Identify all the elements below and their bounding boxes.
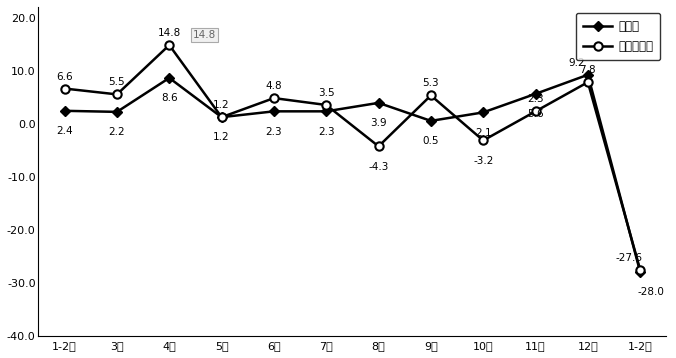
Text: -4.3: -4.3 xyxy=(368,161,389,171)
Text: -27.6: -27.6 xyxy=(616,253,643,263)
Text: 4.8: 4.8 xyxy=(266,81,283,91)
Text: -3.2: -3.2 xyxy=(473,156,493,166)
Text: 5.6: 5.6 xyxy=(527,109,544,119)
Text: 1.2: 1.2 xyxy=(214,100,230,110)
Text: 2.2: 2.2 xyxy=(109,127,125,137)
Text: 2.4: 2.4 xyxy=(56,126,73,136)
Text: -28.0: -28.0 xyxy=(638,287,665,297)
Text: 3.5: 3.5 xyxy=(318,88,335,98)
Text: 2.3: 2.3 xyxy=(318,127,335,137)
Text: 14.8: 14.8 xyxy=(193,30,216,40)
Legend: 增加值, 出口交货值: 增加值, 出口交货值 xyxy=(576,13,660,60)
Text: 5.5: 5.5 xyxy=(109,77,125,87)
Text: 8.6: 8.6 xyxy=(161,93,178,103)
Text: 9.2: 9.2 xyxy=(569,58,585,68)
Text: 14.8: 14.8 xyxy=(158,28,181,38)
Text: 0.5: 0.5 xyxy=(422,136,439,146)
Text: 7.8: 7.8 xyxy=(579,65,596,75)
Text: 2.3: 2.3 xyxy=(266,127,283,137)
Text: 5.3: 5.3 xyxy=(422,78,439,88)
Text: 6.6: 6.6 xyxy=(56,72,73,82)
Text: 2.3: 2.3 xyxy=(527,95,544,105)
Text: 3.9: 3.9 xyxy=(370,118,387,128)
Text: 1.2: 1.2 xyxy=(214,132,230,142)
Text: 2.1: 2.1 xyxy=(475,128,491,138)
